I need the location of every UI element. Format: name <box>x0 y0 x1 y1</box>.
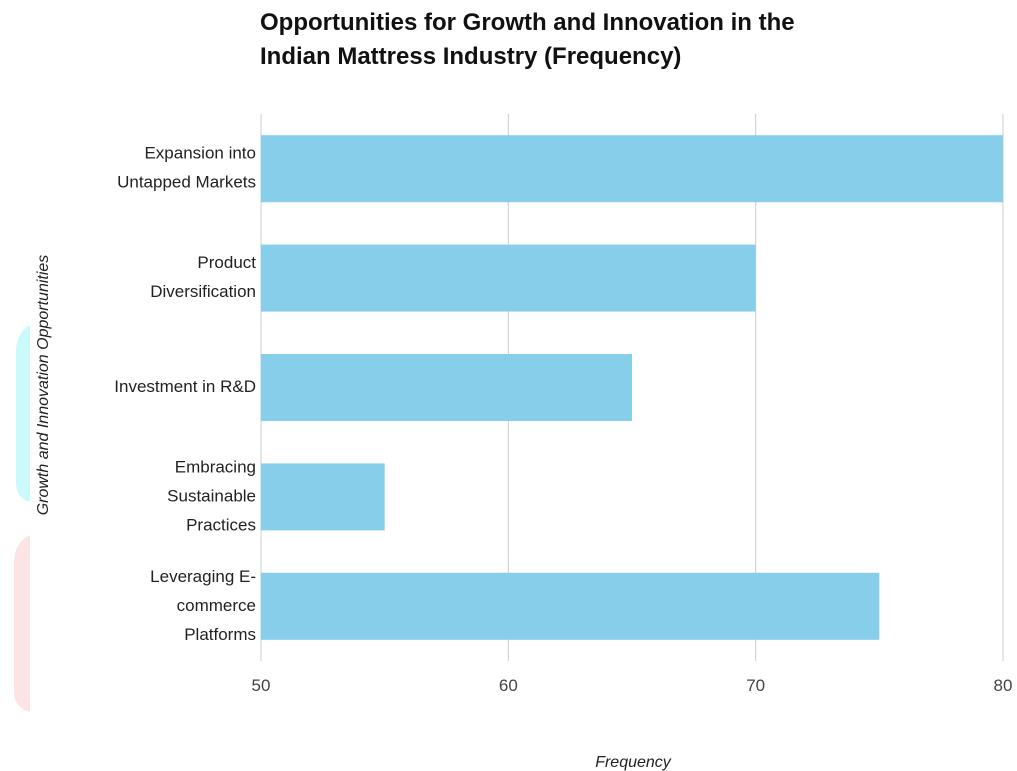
x-axis-title: Frequency <box>595 754 672 771</box>
left-edge-decoration-cyan <box>16 325 30 502</box>
category-label: Investment in R&D <box>114 377 256 396</box>
category-label: Platforms <box>184 625 256 644</box>
bar <box>261 572 880 640</box>
bar <box>261 354 632 421</box>
category-labels: Expansion into Untapped Markets Product Div… <box>114 144 256 644</box>
category-label: Untapped Markets <box>117 173 256 192</box>
category-label: Product <box>197 253 256 272</box>
y-axis-title: Growth and Innovation Opportunities <box>35 255 52 516</box>
x-tick-label: 70 <box>746 676 765 695</box>
bar <box>261 244 756 312</box>
bar <box>261 463 385 531</box>
chart-title-line-2: Indian Mattress Industry (Frequency) <box>260 43 682 70</box>
category-label: Embracing <box>175 457 256 476</box>
left-edge-decoration-pink <box>14 535 30 712</box>
category-label: Sustainable <box>167 486 256 505</box>
category-label: commerce <box>177 596 256 615</box>
chart-title: Opportunities for Growth and Innovation … <box>260 6 980 74</box>
category-label: Expansion into <box>144 144 256 163</box>
category-label: Diversification <box>150 282 256 301</box>
x-tick-label: 50 <box>252 676 271 695</box>
category-label: Leveraging E- <box>150 567 256 586</box>
category-label: Practices <box>186 515 256 534</box>
x-tick-labels: 50 60 70 80 <box>252 676 1013 695</box>
x-tick-label: 60 <box>499 676 518 695</box>
chart-title-line-1: Opportunities for Growth and Innovation … <box>260 9 795 36</box>
bars <box>261 135 1003 640</box>
x-tick-label: 80 <box>994 676 1013 695</box>
bar <box>261 135 1003 203</box>
